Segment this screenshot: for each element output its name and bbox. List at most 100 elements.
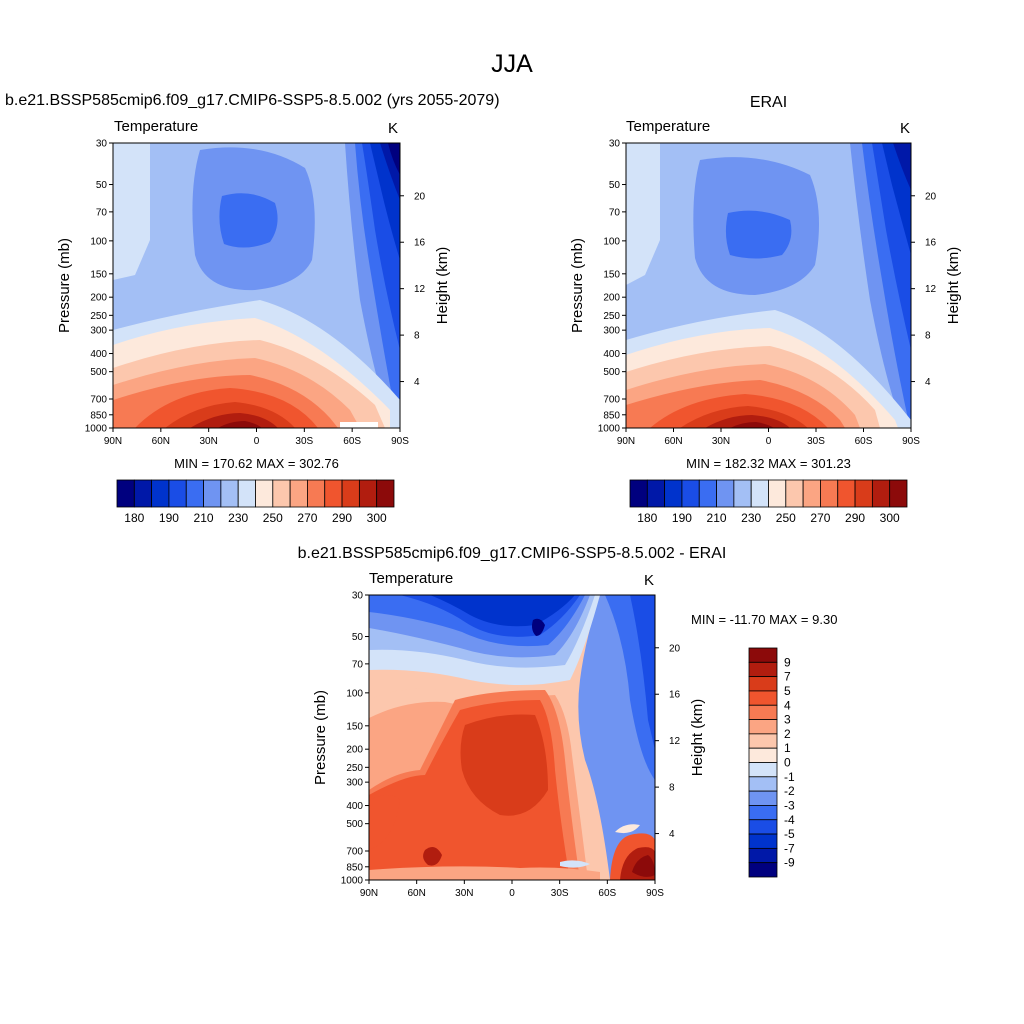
panel-obs-units: K bbox=[900, 120, 911, 137]
colorbar-swatch bbox=[748, 690, 778, 706]
y-tick-label: 30 bbox=[352, 591, 364, 602]
colorbar-swatch bbox=[748, 676, 778, 692]
y-tick-label: 70 bbox=[609, 207, 621, 218]
colorbar-label: 250 bbox=[776, 511, 796, 525]
colorbar-label: 190 bbox=[672, 511, 692, 525]
colorbar-label: -7 bbox=[784, 841, 795, 855]
contour-band bbox=[893, 143, 911, 190]
colorbar-swatch bbox=[748, 661, 778, 678]
y2-tick-label: 12 bbox=[414, 284, 426, 295]
y-tick-label: 50 bbox=[352, 632, 364, 643]
y-tick-label: 250 bbox=[346, 763, 363, 774]
y-tick-label: 500 bbox=[90, 367, 107, 378]
contour-plot-obs bbox=[626, 143, 911, 428]
y-axis-title: Pressure (mb) bbox=[569, 238, 586, 333]
x-tick-label: 30N bbox=[455, 888, 473, 899]
panel-model-variable: Temperature bbox=[114, 118, 199, 135]
colorbar-swatch bbox=[748, 733, 778, 749]
y2-tick-label: 4 bbox=[414, 377, 420, 388]
topography-mask bbox=[340, 422, 378, 428]
colorbar-label: 5 bbox=[784, 684, 791, 698]
y2-axis-title: Height (km) bbox=[945, 247, 962, 325]
y-tick-label: 250 bbox=[603, 311, 620, 322]
contour-plot-model bbox=[113, 143, 400, 428]
y-tick-label: 850 bbox=[346, 862, 363, 873]
colorbar-swatch bbox=[748, 747, 778, 763]
colorbar-label: 270 bbox=[810, 511, 830, 525]
colorbar-label: 290 bbox=[332, 511, 352, 525]
contour-band bbox=[423, 846, 442, 866]
colorbar-swatch bbox=[748, 833, 778, 849]
colorbar-swatch bbox=[168, 479, 187, 508]
x-tick-label: 60S bbox=[855, 436, 873, 447]
y2-tick-label: 20 bbox=[925, 191, 937, 202]
y-tick-label: 70 bbox=[352, 659, 364, 670]
panel-obs-title: ERAI bbox=[749, 94, 788, 111]
contour-band bbox=[615, 824, 640, 834]
colorbar-label: 190 bbox=[159, 511, 179, 525]
y2-tick-label: 20 bbox=[669, 643, 681, 654]
y-tick-label: 400 bbox=[346, 801, 363, 812]
y-tick-label: 50 bbox=[96, 180, 108, 191]
colorbar-swatch bbox=[716, 479, 735, 508]
y2-tick-label: 16 bbox=[414, 238, 426, 249]
colorbar-0: 180 190 210 230 250 270 290 300 bbox=[116, 479, 395, 525]
colorbar-swatch bbox=[748, 819, 778, 835]
colorbar-swatch bbox=[748, 762, 778, 778]
y-tick-label: 30 bbox=[609, 139, 621, 150]
axes-0: 305070100150200250300400500700850100090N… bbox=[56, 139, 451, 448]
colorbar-swatch bbox=[116, 479, 135, 508]
panel-model-stats: MIN = 170.62 MAX = 302.76 bbox=[174, 456, 339, 471]
colorbar-label: 2 bbox=[784, 727, 791, 741]
y-tick-label: 1000 bbox=[598, 424, 621, 435]
contour-band bbox=[369, 595, 655, 880]
y-tick-label: 400 bbox=[603, 349, 620, 360]
x-tick-label: 60N bbox=[407, 888, 425, 899]
contour-band bbox=[460, 714, 548, 816]
y-tick-label: 70 bbox=[96, 207, 108, 218]
colorbar-swatch bbox=[837, 479, 856, 508]
colorbar-label: -4 bbox=[784, 813, 795, 827]
y-tick-label: 150 bbox=[346, 721, 363, 732]
y-tick-label: 200 bbox=[603, 293, 620, 304]
colorbar-label: -2 bbox=[784, 784, 795, 798]
colorbar-swatch bbox=[272, 479, 291, 508]
colorbar-label: 210 bbox=[194, 511, 214, 525]
x-tick-label: 60N bbox=[664, 436, 682, 447]
contour-band bbox=[219, 193, 278, 248]
colorbar-swatch bbox=[237, 479, 256, 508]
y-tick-label: 400 bbox=[90, 349, 107, 360]
y2-axis-title: Height (km) bbox=[434, 247, 451, 325]
contour-band bbox=[730, 422, 774, 428]
x-tick-label: 90N bbox=[104, 436, 122, 447]
y-tick-label: 100 bbox=[90, 236, 107, 247]
contour-band bbox=[369, 795, 400, 850]
y-tick-label: 850 bbox=[603, 410, 620, 421]
y-tick-label: 1000 bbox=[85, 424, 108, 435]
panel-diff-units: K bbox=[644, 572, 655, 589]
contour-band bbox=[560, 860, 590, 868]
colorbar-label: -1 bbox=[784, 770, 795, 784]
colorbar-label: 4 bbox=[784, 698, 791, 712]
colorbar-swatch bbox=[748, 847, 778, 864]
colorbar-label: 180 bbox=[124, 511, 144, 525]
y-axis-title: Pressure (mb) bbox=[312, 690, 329, 785]
colorbar-swatch bbox=[820, 479, 839, 508]
colorbar-label: 250 bbox=[263, 511, 283, 525]
colorbar-swatch bbox=[646, 479, 666, 508]
colorbar-swatch bbox=[664, 479, 683, 508]
colorbar-swatch bbox=[358, 479, 378, 508]
panel-diff-stats: MIN = -11.70 MAX = 9.30 bbox=[691, 612, 838, 627]
colorbar-swatch bbox=[785, 479, 804, 508]
y2-tick-label: 16 bbox=[669, 690, 681, 701]
contour-band bbox=[532, 618, 545, 636]
colorbar-swatch bbox=[629, 479, 648, 508]
x-tick-label: 90S bbox=[391, 436, 409, 447]
colorbar-swatch bbox=[871, 479, 891, 508]
colorbar-label: -3 bbox=[784, 798, 795, 812]
colorbar-swatch bbox=[748, 805, 778, 821]
y2-tick-label: 8 bbox=[669, 783, 675, 794]
colorbar-label: 7 bbox=[784, 670, 791, 684]
colorbar-swatch bbox=[324, 479, 343, 508]
